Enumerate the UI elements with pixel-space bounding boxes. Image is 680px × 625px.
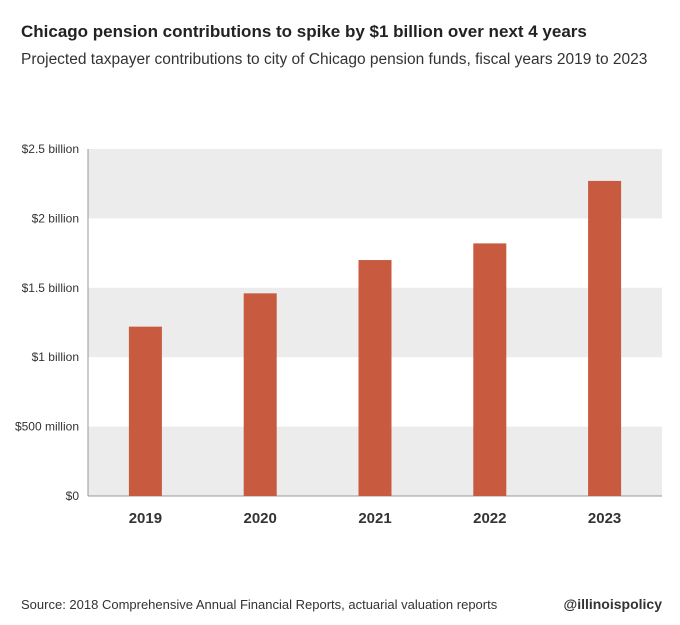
y-tick-label: $2 billion (32, 211, 79, 225)
chart-subtitle: Projected taxpayer contributions to city… (21, 51, 648, 68)
x-tick-label: 2021 (358, 510, 391, 527)
x-tick-label: 2023 (588, 510, 621, 527)
brand-handle: @illinoispolicy (563, 596, 662, 612)
bar-2019 (128, 326, 162, 496)
x-tick-label: 2022 (473, 510, 506, 527)
y-tick-label: $1 billion (32, 350, 79, 364)
y-tick-label: $0 (66, 489, 80, 503)
y-tick-label: $500 million (15, 420, 79, 434)
y-tick-label: $1.5 billion (22, 281, 79, 295)
x-tick-label: 2019 (129, 510, 162, 527)
bar-2020 (243, 293, 277, 496)
bar-2023 (588, 180, 622, 496)
source-note: Source: 2018 Comprehensive Annual Financ… (21, 597, 498, 612)
y-tick-label: $2.5 billion (22, 142, 79, 156)
grid-band (88, 149, 662, 219)
bar-2021 (358, 260, 392, 496)
x-tick-label: 2020 (244, 510, 277, 527)
chart-title: Chicago pension contributions to spike b… (21, 22, 587, 41)
bar-2022 (473, 243, 507, 496)
